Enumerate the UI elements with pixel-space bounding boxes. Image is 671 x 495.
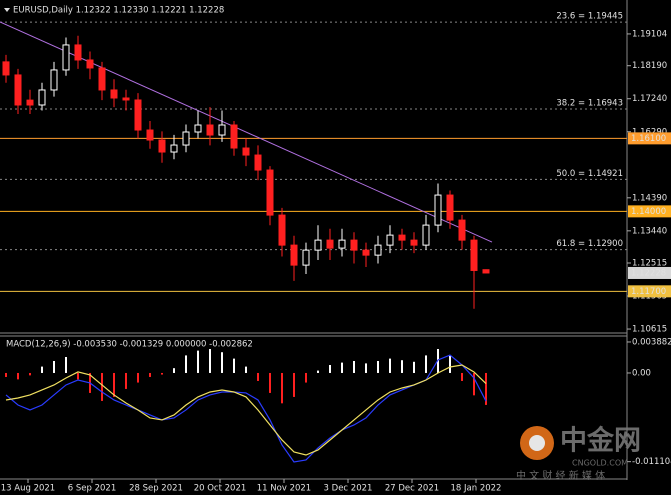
- candle-body: [2, 61, 10, 76]
- candle-body: [386, 234, 394, 246]
- candle-body: [326, 239, 334, 249]
- macd-signal-line: [5, 364, 487, 456]
- candle-body: [482, 269, 490, 274]
- x-tick-label: 28 Sep 2021: [129, 484, 183, 494]
- candle-body: [74, 44, 82, 61]
- y-tick-label: 1.13440: [632, 226, 667, 236]
- watermark-logo: 中金网: [560, 425, 641, 457]
- candle-body: [242, 147, 250, 156]
- macd-main-line: [5, 354, 487, 463]
- current-price-label: 1.12228: [631, 268, 666, 278]
- x-tick-label: 6 Sep 2021: [68, 484, 116, 494]
- candle-body: [206, 124, 214, 136]
- x-tick-label: 18 Jan 2022: [451, 484, 502, 494]
- level-label: 1.14000: [631, 207, 666, 217]
- y-tick-label: 1.16290: [632, 127, 667, 137]
- fib-label: 61.8 = 1.12900: [556, 239, 623, 249]
- current-price-box: [628, 266, 671, 279]
- candle-body: [266, 169, 274, 216]
- macd-y-tick-label: -0.011104: [632, 457, 671, 467]
- candle-body: [170, 144, 178, 153]
- candle-body: [410, 239, 418, 246]
- logo-inner: [529, 435, 545, 451]
- candle-body: [38, 89, 46, 106]
- y-tick-label: 1.18190: [632, 61, 667, 71]
- y-tick-label: 1.14390: [632, 193, 667, 203]
- y-tick-label: 1.10615: [632, 325, 667, 335]
- x-tick-label: 3 Dec 2021: [324, 484, 373, 494]
- macd-title: MACD(12,26,9) -0.003530 -0.001329 0.0000…: [6, 340, 253, 350]
- watermark-slogan: 中 文 财 经 新 媒 体: [516, 469, 605, 482]
- candle-body: [194, 124, 202, 133]
- y-tick-label: 1.12515: [632, 258, 667, 268]
- level-label: 1.16100: [631, 134, 666, 144]
- candle-body: [422, 224, 430, 246]
- trendline: [0, 21, 493, 243]
- candle-body: [350, 239, 358, 251]
- level-box: [628, 285, 671, 298]
- watermark: 中金网 CNGOLD.COM 中 文 财 经 新 媒 体: [516, 425, 641, 483]
- candle-body: [446, 194, 454, 221]
- x-tick-label: 11 Nov 2021: [257, 484, 311, 494]
- watermark-site: CNGOLD.COM: [572, 459, 628, 468]
- candle-body: [50, 69, 58, 91]
- candle-body: [14, 74, 22, 106]
- candle-body: [338, 239, 346, 249]
- fib-label: 23.6 = 1.19445: [556, 12, 623, 22]
- candle-body: [302, 249, 310, 266]
- fib-label: 38.2 = 1.16943: [556, 99, 623, 109]
- y-tick-label: 1.17240: [632, 94, 667, 104]
- candle-body: [230, 124, 238, 149]
- chart-title: EURUSD,Daily 1.12322 1.12330 1.12221 1.1…: [13, 6, 224, 16]
- candle-body: [146, 129, 154, 141]
- candle-body: [122, 97, 130, 101]
- candle-body: [110, 89, 118, 99]
- candle-body: [470, 239, 478, 271]
- macd-y-tick-label: 0.00: [632, 368, 651, 378]
- candle-body: [218, 124, 226, 136]
- candle-body: [458, 219, 466, 241]
- candle-body: [290, 244, 298, 266]
- level-box: [628, 205, 671, 218]
- candle-body: [254, 154, 262, 171]
- candle-body: [62, 44, 70, 71]
- menu-arrow: [4, 8, 10, 12]
- level-box: [628, 132, 671, 145]
- fib-label: 50.0 = 1.14921: [556, 169, 623, 179]
- x-tick-label: 20 Oct 2021: [194, 484, 247, 494]
- candle-body: [158, 139, 166, 153]
- macd-y-tick-label: 0.003882: [632, 337, 671, 347]
- candle-body: [134, 99, 142, 131]
- y-tick-label: 1.19104: [632, 29, 667, 39]
- candle-body: [86, 59, 94, 69]
- candle-body: [398, 234, 406, 241]
- candle-body: [314, 239, 322, 251]
- x-tick-label: 13 Aug 2021: [1, 484, 55, 494]
- marks: 1.19104 1.18190 1.17240 1.16290 1.14390 1.134…: [0, 12, 671, 494]
- candle-body: [434, 194, 442, 226]
- candle-body: [182, 131, 190, 146]
- candle-body: [26, 99, 34, 106]
- x-tick-label: 27 Dec 2021: [385, 484, 439, 494]
- candle-body: [362, 249, 370, 256]
- candle-body: [374, 244, 382, 256]
- candle-body: [278, 214, 286, 246]
- candle-body: [98, 67, 106, 91]
- level-label: 1.11700: [631, 287, 666, 297]
